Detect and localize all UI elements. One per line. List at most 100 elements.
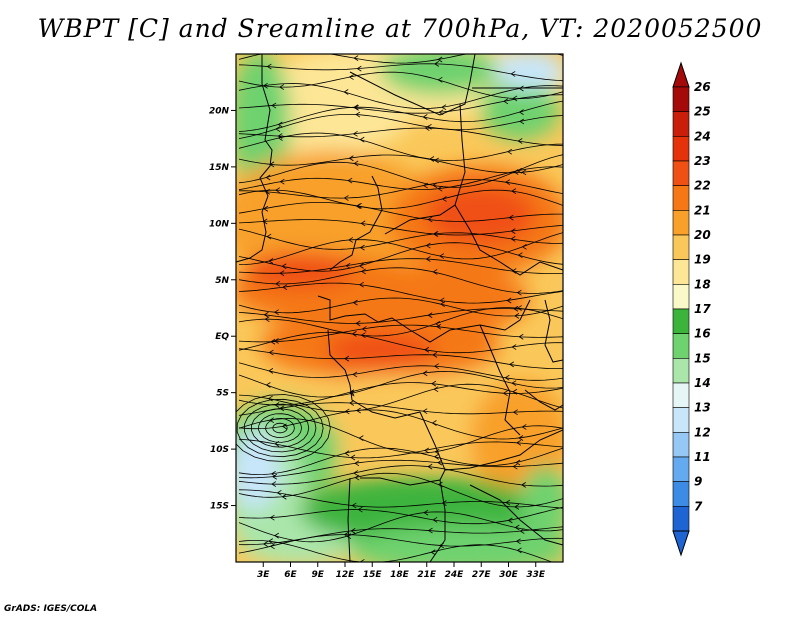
streamline-arrow (279, 178, 285, 185)
streamline (238, 362, 563, 381)
streamline-arrow (279, 405, 285, 412)
streamline-arrow (353, 55, 359, 61)
streamline-arrow (506, 297, 512, 304)
streamline-arrow (431, 420, 437, 426)
colorbar-label: 14 (694, 376, 711, 390)
streamline-arrow (347, 177, 353, 184)
streamline-arrow (433, 386, 439, 393)
colorbar-label: 20 (694, 228, 711, 242)
streamline (238, 465, 563, 487)
streamline-arrow (276, 489, 282, 496)
streamline (238, 418, 563, 454)
streamline (238, 348, 563, 369)
streamline (238, 242, 563, 272)
streamline-arrow (262, 541, 268, 547)
streamline-arrow (269, 417, 275, 424)
streamline-arrow (273, 338, 279, 344)
colorbar-swatch (672, 382, 690, 408)
colorbar: 26 25 24 23 22 21 20 19 18 17 16 15 14 13 12 11 9 7 (672, 61, 711, 557)
streamline-swirl (243, 403, 317, 453)
streamline (238, 534, 563, 554)
streamline-swirl (272, 422, 288, 434)
streamline-arrow (271, 481, 277, 487)
colorbar-bottom-arrow (672, 530, 690, 557)
streamline-arrow (277, 121, 283, 128)
streamline-arrow (511, 268, 517, 274)
colorbar-label: 19 (694, 253, 711, 267)
colorbar-swatch (672, 259, 690, 285)
colorbar-label: 24 (694, 129, 711, 143)
streamline-swirl (251, 408, 310, 448)
streamline-arrow (359, 244, 365, 251)
lon-tick-label: 21E (417, 570, 437, 580)
streamline-arrow (360, 220, 366, 227)
streamline-arrow (441, 104, 447, 111)
streamline-arrow (439, 297, 445, 304)
streamline-arrow (518, 85, 524, 92)
streamline-arrow (273, 309, 279, 316)
streamline-arrow (521, 243, 527, 250)
streamline-arrow (281, 493, 287, 500)
streamline-arrow (505, 179, 511, 186)
streamline-arrow (275, 126, 281, 132)
streamline-arrow (349, 390, 355, 397)
colorbar-label: 22 (694, 179, 711, 193)
streamline-arrow (514, 313, 520, 319)
lat-tick-label: 5N (215, 276, 229, 286)
streamline-arrow (266, 233, 272, 240)
streamline-arrow (427, 463, 433, 470)
streamline-arrow (517, 138, 523, 144)
streamline-arrow (514, 524, 520, 531)
streamline (238, 370, 563, 398)
streamline-arrow (432, 231, 438, 237)
streamline (238, 324, 563, 343)
streamline (239, 179, 563, 199)
streamline-arrow (519, 118, 525, 125)
streamline-arrow (508, 214, 514, 221)
streamline (238, 83, 563, 110)
streamline (238, 297, 563, 317)
streamline-arrow (344, 450, 350, 457)
streamline-arrow (343, 531, 349, 538)
lon-tick-label: 12E (336, 570, 356, 580)
streamline-arrow (348, 74, 354, 80)
streamline (238, 282, 563, 304)
streamline-arrow (274, 532, 279, 539)
streamline (238, 71, 563, 100)
streamline-arrow (511, 380, 517, 387)
streamline-arrow (422, 370, 428, 377)
streamline-arrow (358, 281, 364, 288)
colorbar-label: 18 (694, 277, 711, 291)
streamline-arrow (510, 71, 516, 77)
streamline-arrow (359, 136, 365, 143)
streamline-arrow (352, 299, 358, 306)
streamline-arrow (437, 459, 443, 466)
streamline (238, 154, 563, 188)
streamline-arrow (441, 500, 447, 506)
streamline-arrow (437, 56, 443, 63)
streamline (238, 63, 563, 82)
streamline-arrow (354, 460, 360, 467)
streamline-arrow (361, 326, 367, 332)
streamline (238, 100, 563, 132)
streamline-swirl (258, 413, 302, 443)
streamline-arrow (433, 453, 439, 460)
streamline-arrow (502, 390, 508, 397)
streamline-arrow (422, 182, 428, 189)
streamline-arrow (515, 538, 521, 545)
streamline-arrow (353, 104, 359, 111)
streamline-arrow (348, 155, 354, 162)
streamline-arrow (355, 111, 361, 118)
streamlines (236, 54, 563, 562)
streamline (238, 219, 563, 236)
streamline-arrow (355, 407, 361, 414)
streamline-swirl (236, 398, 324, 458)
streamline (238, 307, 563, 337)
streamline-arrow (434, 157, 439, 164)
streamline-arrow (354, 474, 360, 481)
lon-tick-label: 24E (445, 570, 465, 580)
streamline-arrow (277, 135, 283, 141)
streamline-arrow (355, 320, 361, 327)
streamline-arrow (350, 454, 356, 461)
